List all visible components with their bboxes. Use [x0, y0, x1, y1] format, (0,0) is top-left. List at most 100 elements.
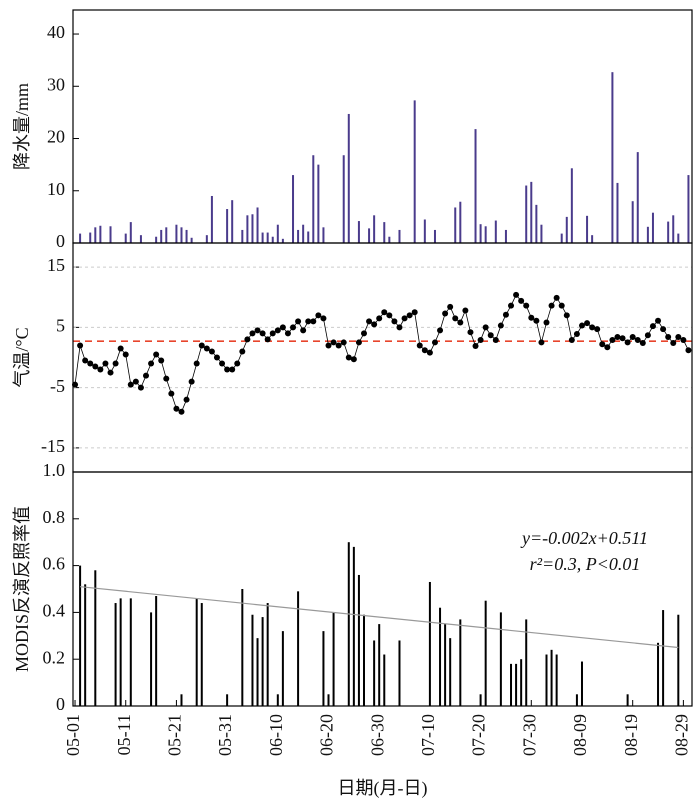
point	[578, 322, 585, 329]
bar	[646, 226, 649, 243]
y-tick-label: 20	[47, 127, 65, 147]
bar	[261, 232, 264, 243]
point	[599, 341, 606, 348]
bar	[129, 222, 132, 243]
bar	[114, 603, 117, 706]
bar	[677, 233, 680, 243]
bar	[180, 694, 183, 706]
x-tick-label: 05-31	[215, 714, 235, 756]
point	[639, 340, 646, 347]
point	[193, 360, 200, 367]
point	[224, 366, 231, 373]
bar	[586, 215, 589, 243]
point	[447, 303, 454, 310]
bar	[357, 574, 360, 706]
bar	[510, 663, 513, 706]
bar	[210, 195, 213, 243]
y-tick-label: 0.6	[43, 554, 66, 574]
x-axis-label: 日期(月-日)	[338, 778, 428, 799]
point	[573, 330, 580, 337]
point	[680, 337, 687, 344]
bar	[256, 207, 259, 243]
bar	[504, 229, 507, 243]
point	[87, 360, 94, 367]
point	[183, 396, 190, 403]
bar	[616, 182, 619, 243]
bar	[428, 581, 431, 706]
point	[589, 324, 596, 331]
bar	[160, 229, 163, 243]
point	[107, 369, 114, 376]
point	[634, 337, 641, 344]
y-tick-label: 0.4	[43, 601, 66, 621]
point	[82, 357, 89, 364]
point	[132, 378, 139, 385]
point	[371, 321, 378, 328]
bar	[256, 638, 259, 706]
bar	[276, 694, 279, 706]
bar	[297, 229, 300, 243]
point	[143, 372, 150, 379]
bar	[636, 152, 639, 243]
bar	[241, 229, 244, 243]
bar	[129, 598, 132, 706]
point	[675, 334, 682, 341]
bar	[155, 236, 158, 243]
point	[264, 336, 271, 343]
bar	[312, 155, 315, 243]
point	[584, 320, 591, 327]
bar	[520, 659, 523, 706]
point	[239, 348, 246, 355]
point	[198, 342, 205, 349]
point	[548, 302, 555, 309]
point	[649, 323, 656, 330]
bar	[550, 649, 553, 706]
bar	[266, 232, 269, 243]
bar	[651, 212, 654, 243]
point	[492, 337, 499, 344]
y-tick-label: 0.2	[43, 647, 66, 667]
y-tick-label: -15	[41, 436, 65, 456]
bar	[545, 654, 548, 706]
point	[502, 311, 509, 318]
bar	[591, 235, 594, 243]
bar	[525, 619, 528, 706]
point	[127, 381, 134, 388]
y-tick-label: -5	[50, 376, 65, 396]
point	[259, 330, 266, 337]
bar	[479, 694, 482, 706]
point	[431, 339, 438, 346]
point	[472, 343, 479, 350]
plot-frame	[72, 242, 693, 473]
bar	[281, 631, 284, 706]
bar	[251, 614, 254, 706]
point	[305, 318, 312, 325]
trend-line	[80, 586, 679, 649]
x-tick-label: 05-11	[114, 714, 134, 755]
bar	[94, 570, 97, 706]
point	[543, 319, 550, 326]
bar	[302, 224, 305, 243]
point	[604, 344, 611, 351]
bar	[439, 607, 442, 706]
point	[366, 318, 373, 325]
point	[77, 342, 84, 349]
bar	[190, 237, 193, 243]
bar	[459, 201, 462, 243]
y-tick-label: 0	[56, 694, 65, 714]
bar	[560, 233, 563, 243]
point	[558, 302, 565, 309]
point	[290, 324, 297, 331]
bar	[195, 598, 198, 706]
bar	[667, 221, 670, 243]
point	[396, 324, 403, 331]
point	[497, 322, 504, 329]
x-tick-label: 08-19	[621, 714, 641, 756]
point	[112, 360, 119, 367]
point	[335, 342, 342, 349]
point	[117, 345, 124, 352]
point	[416, 342, 423, 349]
bar	[241, 589, 244, 706]
y-tick-label: 40	[47, 22, 65, 42]
